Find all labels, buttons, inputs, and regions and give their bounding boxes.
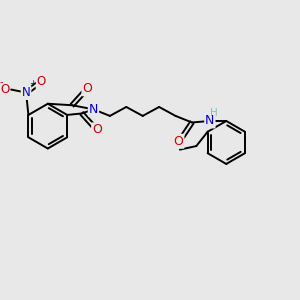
Text: O: O [92, 123, 102, 136]
Text: N: N [205, 115, 214, 128]
Text: H: H [210, 108, 217, 118]
Text: O: O [37, 75, 46, 88]
Text: O: O [0, 83, 9, 96]
Text: -: - [0, 77, 3, 87]
Text: O: O [82, 82, 92, 95]
Text: O: O [174, 135, 184, 148]
Text: N: N [89, 103, 98, 116]
Text: +: + [30, 79, 37, 88]
Text: N: N [22, 86, 30, 99]
